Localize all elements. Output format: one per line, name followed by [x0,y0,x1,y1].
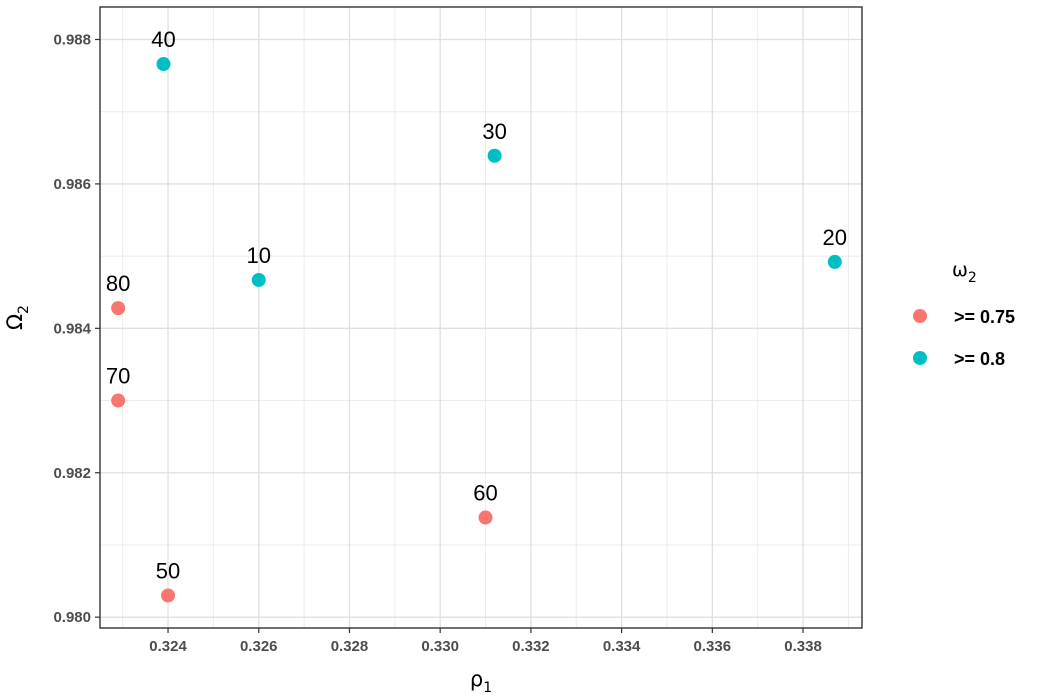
y-tick-label: 0.982 [53,465,91,482]
data-point-label: 50 [156,559,180,584]
y-tick-label: 0.980 [53,609,91,626]
x-axis: 0.324 0.326 0.328 0.330 0.332 0.334 0.336 0.338 [149,628,822,655]
legend-title: ω2 [952,259,977,286]
data-point [251,272,266,287]
x-axis-title: ρ1 [470,667,492,696]
x-tick-label: 0.326 [240,638,278,655]
legend-key [913,309,927,323]
x-tick-label: 0.330 [421,638,459,655]
legend-title-main: ω [952,259,968,281]
y-tick-label: 0.986 [53,176,91,193]
data-point [111,393,126,408]
x-axis-title-main: ρ [470,667,483,691]
y-axis-title-main: Ω [3,314,27,330]
data-point [111,301,126,316]
y-axis-title: Ω2 [3,305,32,330]
legend-key [913,351,927,365]
data-point-label: 20 [823,225,847,250]
data-points [111,57,842,603]
y-axis-title-subscript: 2 [16,305,32,314]
data-point [161,588,176,603]
legend-title-subscript: 2 [968,270,977,286]
y-axis: 0.980 0.982 0.984 0.986 0.988 [53,31,100,626]
data-point-label: 40 [151,27,175,52]
major-gridlines [100,7,862,628]
data-point-label: 30 [482,119,506,144]
plot-panel-border [99,6,863,629]
x-tick-label: 0.328 [331,638,369,655]
legend-label: >= 0.75 [954,307,1015,327]
minor-gridlines [100,7,862,628]
y-tick-label: 0.988 [53,31,91,48]
data-point-label: 80 [106,271,130,296]
data-point [156,57,171,72]
x-tick-label: 0.332 [512,638,550,655]
legend: ω2 >= 0.75 >= 0.8 [913,259,1015,369]
data-point-label: 10 [247,243,271,268]
x-tick-label: 0.336 [694,638,732,655]
x-tick-label: 0.338 [784,638,822,655]
data-point [487,148,502,163]
data-point [478,510,493,525]
legend-entries: >= 0.75 >= 0.8 [913,307,1015,369]
x-axis-title-subscript: 1 [483,680,492,696]
data-point-labels: 80 70 50 60 40 10 30 20 [106,27,847,583]
y-tick-label: 0.984 [53,320,91,337]
legend-label: >= 0.8 [954,349,1005,369]
data-point-label: 70 [106,364,130,389]
data-point [827,254,842,269]
x-tick-label: 0.334 [603,638,641,655]
data-point-label: 60 [473,481,497,506]
x-tick-label: 0.324 [149,638,187,655]
